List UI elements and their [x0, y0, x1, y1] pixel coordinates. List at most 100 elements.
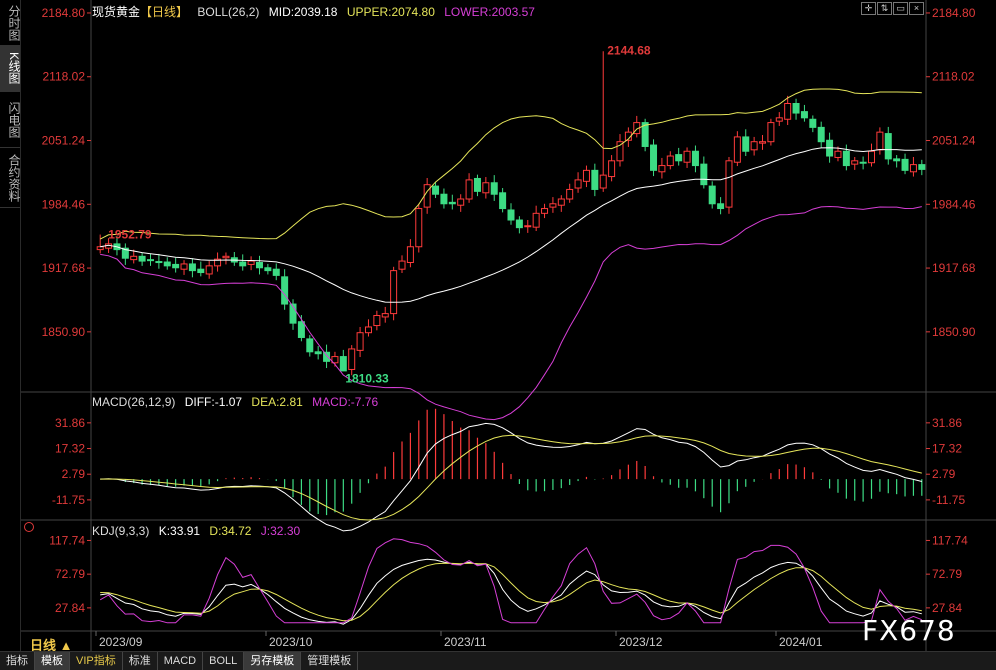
candle-body	[868, 150, 876, 164]
candle-body	[834, 150, 842, 158]
candle-body	[675, 154, 683, 162]
candle-body	[381, 313, 389, 318]
candle-body	[541, 208, 549, 214]
candle-body	[851, 160, 859, 165]
tab-intraday[interactable]: 分时图	[0, 0, 21, 46]
candle-body	[272, 268, 280, 276]
macd-name: MACD(26,12,9)	[92, 395, 176, 409]
candle-body	[364, 326, 372, 334]
x-tick-label: 2023/09	[99, 635, 143, 649]
candle-body	[398, 260, 406, 270]
macd-tick-label-left: 31.86	[55, 416, 85, 430]
chart-area[interactable]: 2144.68 1810.33 1952.79 2184.80 2184.80 2118…	[21, 0, 996, 651]
y-tick-label-left: 2051.24	[42, 134, 86, 148]
expand-icon[interactable]: ⇅	[877, 2, 892, 15]
candle-body	[582, 169, 590, 182]
kdj-d: D:34.72	[209, 524, 252, 538]
candle-body	[859, 161, 867, 164]
candle-body	[591, 169, 599, 190]
candle-body	[742, 136, 750, 152]
macd-header: MACD(26,12,9) DIFF:-1.07 DEA:2.81 MACD:-…	[92, 395, 384, 409]
candle-body	[490, 182, 498, 195]
candle-body	[666, 155, 674, 167]
candle-body	[239, 261, 247, 267]
tab-kline[interactable]: K线图	[0, 46, 21, 92]
kdj-tick-label-left: 27.84	[55, 601, 85, 615]
candle-body	[155, 261, 163, 264]
candle-body	[448, 201, 456, 205]
candle-body	[440, 193, 448, 205]
candle-body	[138, 255, 146, 262]
candle-body	[331, 356, 339, 364]
candle-body	[809, 118, 817, 128]
candle-body	[457, 198, 465, 206]
y-tick-label-right: 1917.68	[932, 261, 976, 275]
window-icon[interactable]: ▭	[893, 2, 908, 15]
candle-body	[733, 136, 741, 163]
candle-body	[197, 268, 205, 274]
macd-tick-label-right: 17.32	[932, 442, 962, 456]
candle-body	[784, 103, 792, 120]
boll-upper: UPPER:2074.80	[346, 5, 435, 19]
candle-body	[255, 262, 263, 269]
crosshair-icon[interactable]: ✛	[861, 2, 876, 15]
y-tick-label-left: 1984.46	[42, 197, 86, 211]
y-tick-label-left: 2118.02	[43, 70, 86, 84]
candle-body	[792, 103, 800, 114]
toolbar-tab-6[interactable]: 另存模板	[244, 652, 302, 670]
candle-body	[725, 160, 733, 208]
toolbar-tab-3[interactable]: 标准	[123, 652, 158, 670]
candle-body	[373, 315, 381, 327]
candle-body	[599, 174, 607, 189]
macd-tick-label-left: 2.79	[62, 467, 86, 481]
candle-body	[608, 160, 616, 178]
boll-upper-line	[99, 88, 922, 240]
toolbar-tab-1[interactable]: 模板	[35, 652, 70, 670]
candle-body	[289, 303, 297, 324]
candle-body	[306, 338, 314, 353]
candle-body	[465, 179, 473, 200]
candle-body	[356, 332, 364, 351]
period-tag[interactable]: 日线 ▲	[30, 638, 73, 653]
kdj-tick-label-right: 72.79	[932, 567, 962, 581]
candle-body	[775, 117, 783, 122]
tab-flash[interactable]: 闪电图	[0, 92, 21, 148]
candle-body	[901, 158, 909, 171]
kdj-tick-label-left: 72.79	[55, 567, 85, 581]
close-icon[interactable]: ×	[909, 2, 924, 15]
candle-body	[557, 198, 565, 206]
candle-body	[884, 133, 892, 160]
toolbar-tab-7[interactable]: 管理模板	[301, 652, 359, 670]
boll-lower: LOWER:2003.57	[444, 5, 535, 19]
macd-dea-line	[100, 434, 922, 521]
kdj-tick-label-left: 117.74	[49, 533, 85, 547]
candle-body	[759, 141, 767, 144]
candle-body	[423, 184, 431, 208]
tab-contract-info[interactable]: 合约资料	[0, 148, 21, 208]
candle-body	[432, 185, 440, 195]
candle-body	[842, 150, 850, 167]
toolbar-tab-2[interactable]: VIP指标	[70, 652, 123, 670]
candle-body	[507, 209, 515, 221]
toolbar-tab-0[interactable]: 指标	[0, 652, 35, 670]
candle-body	[247, 260, 255, 265]
candle-body	[683, 150, 691, 163]
toolbar-tab-4[interactable]: MACD	[158, 652, 204, 670]
candle-body	[390, 270, 398, 315]
toolbar-tab-5[interactable]: BOLL	[203, 652, 245, 670]
y-tick-label-right: 2051.24	[932, 134, 976, 148]
boll-lower-line	[100, 205, 922, 421]
first-annotation: 1952.79	[108, 228, 152, 242]
candle-body	[876, 131, 884, 151]
candle-body	[750, 141, 758, 151]
candle-body	[708, 185, 716, 205]
candle-body	[415, 208, 423, 248]
kdj-name: KDJ(9,3,3)	[92, 524, 150, 538]
y-tick-label-right: 1984.46	[932, 197, 976, 211]
candle-body	[616, 141, 624, 162]
indicator-settings-icon[interactable]	[24, 522, 34, 532]
candle-body	[893, 158, 901, 162]
candle-body	[700, 163, 708, 186]
candle-body	[532, 212, 540, 228]
candle-body	[172, 263, 180, 269]
